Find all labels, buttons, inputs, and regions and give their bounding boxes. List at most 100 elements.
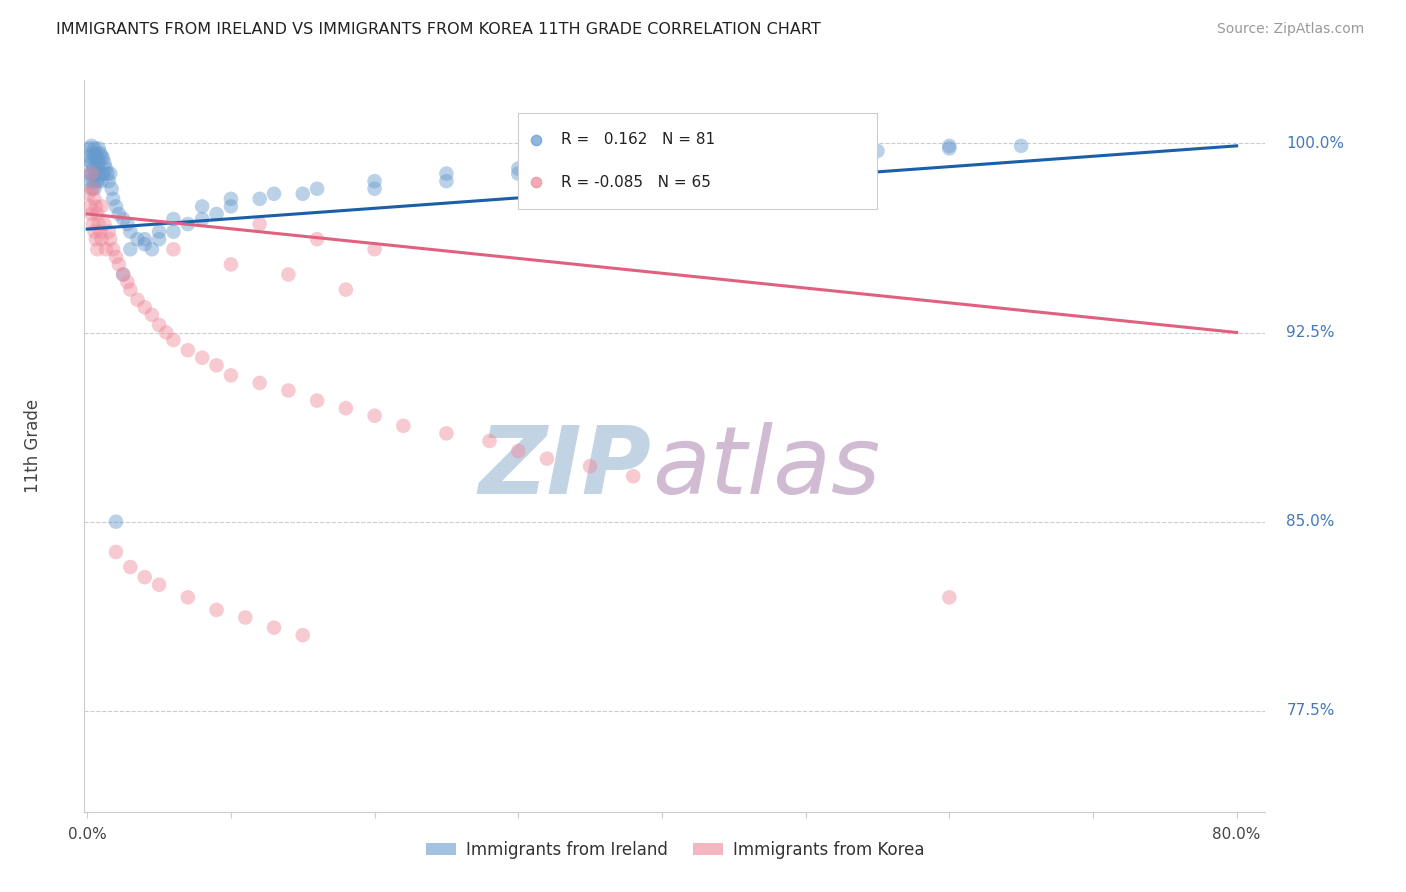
Point [83, 149, 105, 163]
Point [93, 156, 115, 170]
Point [120, 560, 142, 574]
Point [101, 192, 124, 206]
Point [162, 242, 184, 256]
Point [120, 242, 142, 256]
Text: 92.5%: 92.5% [1286, 325, 1334, 340]
Point [335, 401, 357, 416]
Point [579, 156, 602, 170]
Point [87, 217, 110, 231]
Point [84, 146, 107, 161]
Point [205, 359, 228, 373]
Point [141, 308, 163, 322]
Text: 11th Grade: 11th Grade [24, 399, 42, 493]
Point [104, 199, 127, 213]
Point [112, 212, 135, 227]
Point [90, 149, 112, 163]
Point [134, 237, 156, 252]
Point [263, 186, 285, 201]
Point [94, 242, 117, 256]
Point [80, 167, 103, 181]
Point [651, 152, 673, 166]
Point [148, 232, 170, 246]
Point [79, 153, 101, 168]
Point [191, 351, 214, 365]
Point [80, 207, 103, 221]
Point [82, 174, 104, 188]
Point [177, 217, 200, 231]
Point [436, 426, 458, 441]
Point [77, 149, 100, 163]
Point [651, 156, 673, 170]
Point [104, 515, 127, 529]
Point [77, 141, 100, 155]
Point [938, 591, 960, 605]
Point [101, 242, 124, 256]
Point [938, 139, 960, 153]
Point [83, 192, 105, 206]
Point [96, 167, 118, 181]
Point [80, 156, 103, 170]
Text: 0.0%: 0.0% [67, 827, 107, 842]
Point [112, 268, 135, 282]
Point [363, 174, 385, 188]
Text: 100.0%: 100.0% [1286, 136, 1344, 151]
Point [90, 174, 112, 188]
Point [177, 591, 200, 605]
Point [508, 161, 530, 176]
Point [148, 318, 170, 332]
Point [363, 182, 385, 196]
Point [127, 232, 149, 246]
Point [249, 217, 271, 231]
Point [98, 232, 121, 246]
Point [127, 293, 149, 307]
Point [82, 146, 104, 161]
Point [307, 182, 329, 196]
Point [82, 182, 104, 196]
Point [79, 174, 101, 188]
Point [83, 225, 105, 239]
Point [89, 167, 111, 181]
Point [307, 232, 329, 246]
Point [83, 141, 105, 155]
Point [148, 225, 170, 239]
Point [98, 167, 121, 181]
Text: R = -0.085   N = 65: R = -0.085 N = 65 [561, 175, 711, 190]
Point [155, 326, 177, 340]
Point [87, 141, 110, 155]
Point [291, 186, 314, 201]
Point [84, 174, 107, 188]
Point [392, 418, 415, 433]
Point [219, 192, 242, 206]
Point [794, 141, 817, 155]
Point [104, 545, 127, 559]
Point [249, 192, 271, 206]
Point [87, 156, 110, 170]
Point [524, 175, 547, 189]
Point [86, 152, 108, 166]
Point [100, 182, 122, 196]
Point [579, 161, 602, 176]
Point [141, 242, 163, 256]
Point [723, 146, 745, 161]
Point [90, 199, 112, 213]
Point [148, 578, 170, 592]
Point [84, 232, 107, 246]
Point [91, 167, 114, 181]
Point [794, 146, 817, 161]
Point [120, 225, 142, 239]
Point [162, 333, 184, 347]
Point [134, 232, 156, 246]
Point [97, 174, 120, 188]
Point [866, 144, 889, 158]
Text: 77.5%: 77.5% [1286, 703, 1334, 718]
Point [79, 167, 101, 181]
Point [117, 217, 139, 231]
Point [134, 570, 156, 584]
Point [478, 434, 501, 448]
Point [80, 167, 103, 181]
Text: atlas: atlas [652, 423, 880, 514]
Point [277, 268, 299, 282]
Point [524, 133, 547, 147]
Point [723, 152, 745, 166]
Text: R =   0.162   N = 81: R = 0.162 N = 81 [561, 132, 716, 147]
